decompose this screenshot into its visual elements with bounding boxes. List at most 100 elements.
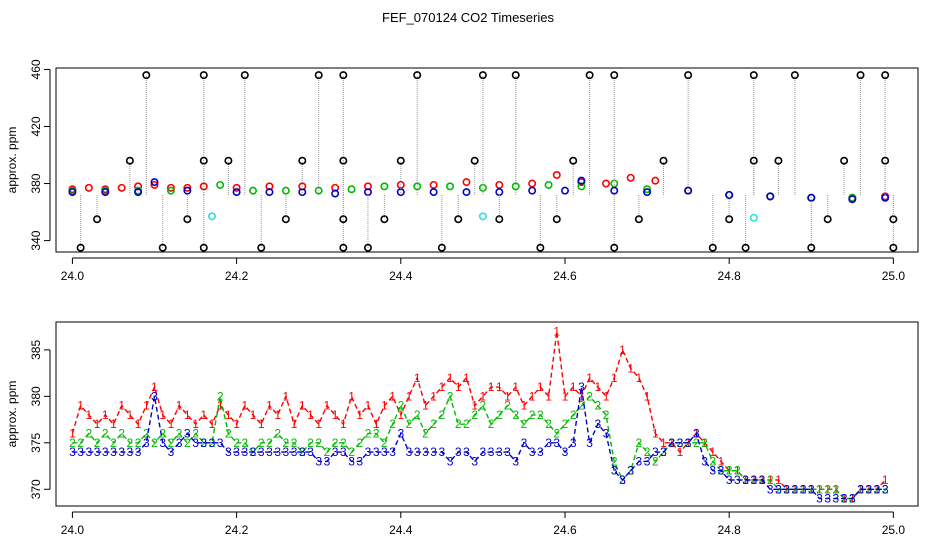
x-tick-label: 24.2 — [225, 523, 249, 537]
series-3-marker: 3 — [102, 445, 109, 459]
series-2-marker: 2 — [340, 436, 347, 450]
spikes-point — [314, 71, 323, 80]
series-2-marker: 2 — [422, 427, 429, 441]
series-1-marker: 1 — [332, 408, 339, 422]
series-3-marker: 3 — [110, 445, 117, 459]
y-tick-label: 340 — [29, 230, 43, 250]
series-1-marker: 1 — [127, 408, 134, 422]
series-3-marker: 3 — [250, 445, 257, 459]
series-3-marker: 3 — [553, 436, 560, 450]
series-2-marker: 2 — [266, 436, 273, 450]
series-2-marker: 2 — [693, 436, 700, 450]
series-1-marker: 1 — [274, 408, 281, 422]
series-3-marker: 3 — [701, 454, 708, 468]
series-3-marker: 3 — [611, 464, 618, 478]
y-tick-label: 380 — [29, 386, 43, 406]
spikes-point — [552, 215, 561, 224]
y-axis-top: 340 380 420 460 — [29, 59, 51, 251]
series3-point — [101, 188, 110, 197]
spikes-point — [495, 215, 504, 224]
series-1-marker: 1 — [200, 408, 207, 422]
series-1-marker: 1 — [348, 389, 355, 403]
series-1-marker: 1 — [184, 408, 191, 422]
series-3-marker: 3 — [422, 445, 429, 459]
series-2-marker: 2 — [102, 427, 109, 441]
series-2-marker: 2 — [636, 436, 643, 450]
spikes-point — [741, 243, 750, 252]
series-1-marker: 1 — [808, 482, 815, 496]
series-1-marker: 1 — [882, 473, 889, 487]
series-1-marker: 1 — [480, 389, 487, 403]
spikes-point — [881, 71, 890, 80]
series-2-marker: 2 — [685, 436, 692, 450]
series-2-marker: 2 — [365, 427, 372, 441]
series-2-marker: 2 — [274, 427, 281, 441]
series-2-marker: 2 — [726, 464, 733, 478]
series-1-marker: 1 — [192, 417, 199, 431]
series-1-marker: 1 — [660, 436, 667, 450]
series-3-marker: 3 — [570, 436, 577, 450]
series-1-marker: 1 — [471, 399, 478, 413]
series-1-marker: 1 — [250, 408, 257, 422]
series-2-marker: 2 — [200, 436, 207, 450]
spikes-point — [298, 156, 307, 165]
series-2-marker: 2 — [258, 436, 265, 450]
series-1-marker: 1 — [159, 408, 166, 422]
series-2-marker: 2 — [356, 436, 363, 450]
spikes-point — [339, 215, 348, 224]
series-2-marker: 2 — [192, 427, 199, 441]
series-3-marker: 3 — [636, 454, 643, 468]
series-2-marker: 2 — [701, 436, 708, 450]
series-3-marker: 3 — [315, 454, 322, 468]
series2-point — [314, 186, 323, 195]
spikes-point — [339, 243, 348, 252]
series-1-marker: 1 — [603, 389, 610, 403]
series1-point — [117, 183, 126, 192]
x-tick-label: 24.0 — [61, 523, 85, 537]
marks-top — [68, 71, 898, 252]
series-2-marker: 2 — [85, 427, 92, 441]
cyan-point — [478, 212, 487, 221]
series1-point — [495, 180, 504, 189]
series-2-marker: 2 — [307, 436, 314, 450]
series-2-marker: 2 — [488, 417, 495, 431]
series-2-marker: 2 — [127, 436, 134, 450]
spikes-point — [142, 71, 151, 80]
series-3-marker: 3 — [668, 436, 675, 450]
series-2-marker: 2 — [463, 417, 470, 431]
series-3-marker: 3 — [135, 445, 142, 459]
series-2-marker: 2 — [521, 417, 528, 431]
series-1-marker: 1 — [135, 417, 142, 431]
series-3-marker: 3 — [685, 436, 692, 450]
spikes-point — [478, 71, 487, 80]
series-3-marker: 3 — [644, 454, 651, 468]
series-3-marker: 3 — [455, 445, 462, 459]
spikes-point — [774, 156, 783, 165]
spikes-point — [413, 71, 422, 80]
series-2-marker: 2 — [406, 417, 413, 431]
series-3-marker: 3 — [159, 436, 166, 450]
y-axis-label-top: approx. ppm — [5, 127, 19, 194]
series-3-marker: 3 — [562, 445, 569, 459]
series-2-marker: 2 — [176, 427, 183, 441]
series-3-marker: 3 — [841, 492, 848, 506]
series-3-marker: 3 — [578, 380, 585, 394]
series3-point — [528, 186, 537, 195]
series-3-marker: 3 — [389, 445, 396, 459]
x-axis-top: 24.0 24.2 24.4 24.6 24.8 25.0 — [61, 257, 905, 283]
series-1-marker: 1 — [578, 389, 585, 403]
series-3-marker: 3 — [775, 482, 782, 496]
spikes-point — [240, 71, 249, 80]
spikes-point — [889, 243, 898, 252]
series3-point — [134, 188, 143, 197]
series3-point — [610, 186, 619, 195]
series-2-marker: 2 — [603, 408, 610, 422]
series-3-marker: 3 — [168, 445, 175, 459]
spikes-point — [659, 156, 668, 165]
series2-point — [347, 185, 356, 194]
series-2-marker: 2 — [291, 436, 298, 450]
series-1-marker: 1 — [636, 371, 643, 385]
series-3-marker: 3 — [85, 445, 92, 459]
x-tick-label: 24.0 — [61, 269, 85, 283]
series-1-marker: 1 — [594, 380, 601, 394]
